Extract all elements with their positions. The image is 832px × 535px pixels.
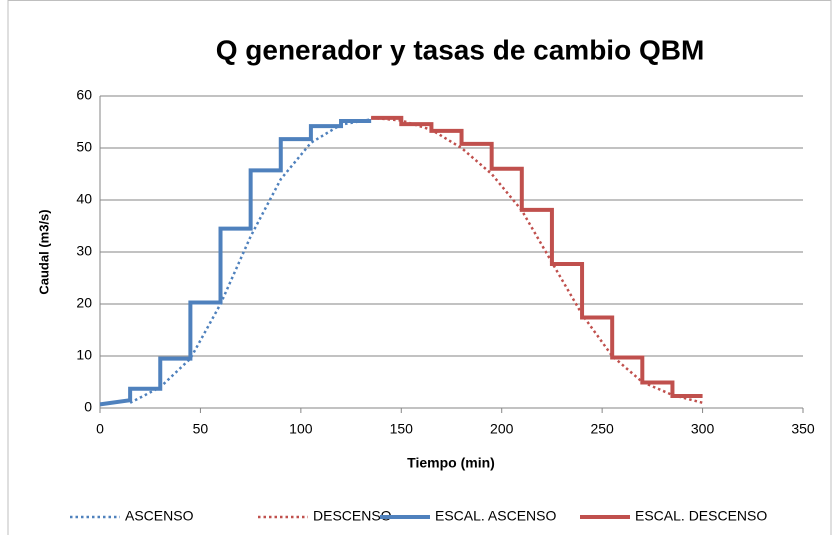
x-tick-label: 200 <box>490 421 514 437</box>
y-tick-label: 20 <box>76 295 92 311</box>
x-tick-label: 350 <box>791 421 815 437</box>
legend-label: ESCAL. DESCENSO <box>635 508 767 524</box>
y-tick-label: 30 <box>76 243 92 259</box>
x-tick-label: 100 <box>289 421 313 437</box>
chart-border <box>7 0 832 535</box>
x-tick-label: 250 <box>590 421 614 437</box>
x-tick-label: 150 <box>390 421 414 437</box>
chart-title: Q generador y tasas de cambio QBM <box>216 34 705 65</box>
legend-label: ASCENSO <box>125 508 194 524</box>
legend-label: ESCAL. ASCENSO <box>435 508 556 524</box>
y-axis-label: Caudal (m3/s) <box>36 209 51 294</box>
y-tick-label: 0 <box>84 399 92 415</box>
x-tick-label: 50 <box>193 421 209 437</box>
y-tick-label: 40 <box>76 191 92 207</box>
series-line <box>129 118 372 404</box>
y-tick-label: 50 <box>76 139 92 155</box>
series-line <box>371 115 703 399</box>
x-tick-label: 0 <box>96 421 104 437</box>
x-tick-label: 300 <box>691 421 715 437</box>
legend-label: DESCENSO <box>313 508 392 524</box>
y-tick-label: 10 <box>76 347 92 363</box>
series-line <box>99 118 372 407</box>
x-axis-label: Tiempo (min) <box>407 455 495 471</box>
y-tick-label: 60 <box>76 87 92 103</box>
series-line <box>371 116 703 405</box>
